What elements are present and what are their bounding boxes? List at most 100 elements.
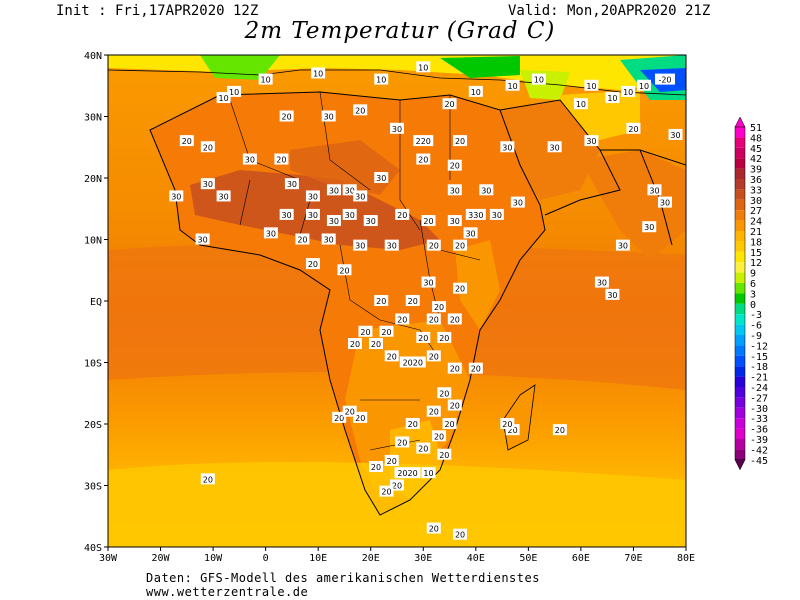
contour-label-text: 30 bbox=[171, 192, 181, 201]
contour-label: 30 bbox=[363, 215, 378, 227]
legend-value: -21 bbox=[750, 373, 768, 384]
contour-label: 20 bbox=[379, 325, 394, 337]
legend-swatch bbox=[735, 314, 745, 325]
contour-label-text: 30 bbox=[660, 199, 670, 208]
legend-swatch bbox=[735, 366, 745, 377]
contour-label: 10 bbox=[531, 73, 546, 85]
contour-label-text: 30 bbox=[392, 125, 402, 134]
contour-label-text: 10 bbox=[607, 94, 617, 103]
legend-value: 6 bbox=[750, 279, 756, 290]
contour-label: 10 bbox=[421, 467, 436, 479]
contour-label: 30 bbox=[547, 141, 562, 153]
contour-label-text: 30 bbox=[550, 143, 560, 152]
contour-label-text: 10 bbox=[313, 69, 323, 78]
contour-label-text: 20 bbox=[508, 426, 518, 435]
contour-label: 10 bbox=[468, 85, 483, 97]
legend-swatch bbox=[735, 303, 745, 315]
contour-label-text: 30 bbox=[465, 229, 475, 238]
contour-label-text: 20 bbox=[434, 303, 444, 312]
legend-swatch bbox=[735, 376, 745, 387]
contour-label: 20 bbox=[426, 405, 441, 417]
lon-tick-label: 30E bbox=[414, 553, 432, 564]
contour-label: 10 bbox=[227, 85, 242, 97]
lon-tick-label: 60E bbox=[572, 553, 590, 564]
contour-label: 20 bbox=[447, 159, 462, 171]
contour-label-text: 30 bbox=[366, 217, 376, 226]
legend-bottom-arrow bbox=[734, 459, 746, 471]
legend-value: 33 bbox=[750, 185, 762, 196]
contour-label: 20 bbox=[332, 411, 347, 423]
legend-swatch bbox=[735, 251, 745, 263]
contour-label-text: 20 bbox=[455, 285, 465, 294]
legend-value: 3 bbox=[750, 289, 756, 300]
lon-tick-label: 40E bbox=[467, 553, 485, 564]
legend-swatch bbox=[735, 179, 745, 190]
legend-top-arrow bbox=[734, 116, 746, 128]
contour-label: 10 bbox=[505, 79, 520, 91]
legend-value: 48 bbox=[750, 133, 762, 144]
legend-swatch bbox=[735, 272, 745, 283]
contour-label-text: 30 bbox=[597, 279, 607, 288]
legend-value: -30 bbox=[750, 404, 768, 415]
contour-label-text: 30 bbox=[329, 217, 339, 226]
contour-label-text: 20 bbox=[360, 328, 370, 337]
contour-label-text: 30 bbox=[203, 180, 213, 189]
valid-time: Valid: Mon,20APR2020 21Z bbox=[508, 3, 711, 19]
lat-tick-label: 20N bbox=[84, 174, 102, 185]
contour-label: 20 bbox=[395, 208, 410, 220]
data-source-credit: Daten: GFS-Modell des amerikanischen Wet… bbox=[146, 571, 540, 585]
contour-label-text: 20 bbox=[371, 340, 381, 349]
contour-label: 20 bbox=[416, 442, 431, 454]
contour-label: 20 bbox=[384, 454, 399, 466]
color-legend: 51484542393633302724211815129630-3-6-9-1… bbox=[734, 116, 768, 471]
contour-label: 30 bbox=[326, 215, 341, 227]
contour-label-text: 30 bbox=[308, 192, 318, 201]
legend-value: -33 bbox=[750, 414, 768, 425]
contour-label: 10 bbox=[621, 85, 636, 97]
contour-label: 30 bbox=[342, 184, 357, 196]
contour-label: 20 bbox=[295, 233, 310, 245]
contour-label-text: 30 bbox=[355, 192, 365, 201]
contour-label: 20 bbox=[426, 350, 441, 362]
contour-label: 30 bbox=[605, 288, 620, 300]
contour-label: 30 bbox=[263, 227, 278, 239]
contour-label: 30 bbox=[668, 128, 683, 140]
contour-label: 30 bbox=[615, 239, 630, 251]
legend-value: -42 bbox=[750, 445, 768, 456]
legend-value: -15 bbox=[750, 352, 768, 363]
legend-swatch bbox=[735, 407, 745, 419]
contour-label-text: 20 bbox=[439, 334, 449, 343]
legend-swatch bbox=[735, 168, 745, 179]
contour-label-text: 20 bbox=[345, 408, 355, 417]
contour-label-text: 20 bbox=[555, 426, 565, 435]
contour-label-text: 20 bbox=[182, 137, 192, 146]
map-title: 2m Temperatur (Grad C) bbox=[244, 18, 556, 44]
contour-label-text: 30 bbox=[513, 199, 523, 208]
contour-label: 20 bbox=[305, 258, 320, 270]
lon-tick-label: 70E bbox=[624, 553, 642, 564]
contour-label: 20 bbox=[447, 362, 462, 374]
lon-tick-label: 50E bbox=[519, 553, 537, 564]
contour-label: 20 bbox=[447, 313, 462, 325]
contour-label: 20 bbox=[358, 325, 373, 337]
contour-label: 20 bbox=[274, 153, 289, 165]
contour-label-text: 20 bbox=[450, 162, 460, 171]
contour-label: 20 bbox=[379, 485, 394, 497]
lon-tick-label: 20E bbox=[362, 553, 380, 564]
contour-label-text: 10 bbox=[261, 76, 271, 85]
contour-label: 30 bbox=[500, 141, 515, 153]
contour-label-text: 30 bbox=[450, 217, 460, 226]
contour-label: 30 bbox=[353, 190, 368, 202]
legend-swatch bbox=[735, 439, 745, 450]
contour-label: 20 bbox=[405, 418, 420, 429]
legend-swatch bbox=[735, 345, 745, 356]
contour-label-text: 30 bbox=[324, 113, 334, 122]
contour-label: 20 bbox=[426, 239, 441, 251]
legend-value: 9 bbox=[750, 269, 756, 280]
legend-swatch bbox=[735, 147, 745, 159]
contour-label: 20 bbox=[437, 448, 452, 460]
legend-swatch bbox=[735, 387, 745, 398]
legend-value: 45 bbox=[750, 144, 762, 155]
contour-label-text: 10 bbox=[418, 63, 428, 72]
legend-value: -24 bbox=[750, 383, 768, 394]
